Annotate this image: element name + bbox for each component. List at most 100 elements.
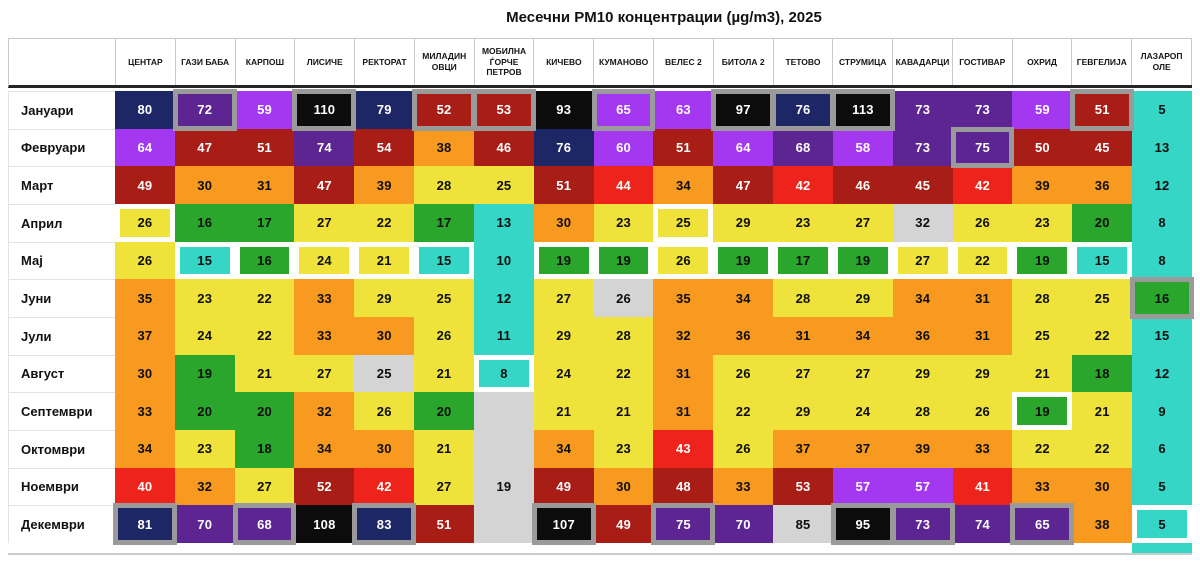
column-header: ЦЕНТАР xyxy=(116,39,176,85)
month-row: Декември 81 70 68 108 83 51 107 49 75 70 85 95 73 74 65… xyxy=(8,503,1192,545)
month-label: Јануари xyxy=(8,91,115,129)
heatmap-cell: 57 xyxy=(832,467,893,506)
heatmap-cell: 79 xyxy=(354,91,415,129)
heatmap-cell: 42 xyxy=(773,166,833,204)
heatmap-cell: 108 xyxy=(294,505,355,543)
heatmap-cell: 26 xyxy=(713,354,774,393)
heatmap-cell: 28 xyxy=(593,316,654,355)
column-header: СТРУМИЦА xyxy=(833,39,894,85)
heatmap-cell: 29 xyxy=(952,354,1013,393)
month-row: Март 49 30 31 47 39 28 25 51 44 34 47 42 46 45 42 39 36 12 xyxy=(8,166,1192,204)
heatmap-cell: 49 xyxy=(533,467,594,506)
heatmap-cell: 113 xyxy=(830,89,895,131)
heatmap-cell: 20 xyxy=(414,392,474,430)
heatmap-cell: 33 xyxy=(115,392,175,430)
footer-cell xyxy=(594,543,654,553)
month-label: Септември xyxy=(8,392,115,430)
heatmap-cell: 23 xyxy=(174,279,235,317)
month-label: Декември xyxy=(8,505,115,543)
heatmap-cell: 18 xyxy=(234,429,295,468)
bottom-divider xyxy=(8,552,1192,555)
heatmap-cell: 31 xyxy=(234,166,295,204)
footer-cell xyxy=(414,543,474,553)
heatmap-cell: 107 xyxy=(531,503,596,545)
heatmap-cell: 24 xyxy=(294,241,355,280)
heatmap-cell: 8 xyxy=(473,354,534,393)
heatmap-cell: 30 xyxy=(115,354,175,393)
heatmap-cell: 73 xyxy=(952,91,1013,129)
heatmap-cell: 21 xyxy=(1012,354,1073,393)
heatmap-cell: 51 xyxy=(653,128,714,167)
heatmap-cell: 19 xyxy=(1012,392,1073,430)
column-header: ВЕЛЕС 2 xyxy=(654,39,714,85)
heatmap-cell: 30 xyxy=(174,166,235,204)
heatmap-cell: 27 xyxy=(533,279,594,317)
heatmap-cell: 21 xyxy=(414,354,474,393)
heatmap-cell: 42 xyxy=(952,166,1013,204)
heatmap-cell: 59 xyxy=(234,91,295,129)
month-row: Јули 37 24 22 33 30 26 11 29 28 32 36 31 34 36 31 25 22 15 xyxy=(8,316,1192,355)
heatmap-cell: 16 xyxy=(234,241,295,280)
month-label: Мај xyxy=(8,241,115,280)
heatmap-cell xyxy=(473,505,534,543)
heatmap-cell: 33 xyxy=(294,316,355,355)
heatmap-cell: 23 xyxy=(773,203,833,242)
heatmap-cell: 29 xyxy=(713,203,774,242)
heatmap-cell: 21 xyxy=(354,241,415,280)
heatmap-cell: 20 xyxy=(174,392,235,430)
heatmap-cell: 40 xyxy=(115,467,175,506)
heatmap-cell: 21 xyxy=(1072,392,1133,430)
heatmap-cell: 15 xyxy=(174,241,235,280)
heatmap-cell: 15 xyxy=(414,241,474,280)
heatmap-cell: 74 xyxy=(952,505,1013,543)
heatmap-cell: 35 xyxy=(115,279,175,317)
heatmap-cell: 45 xyxy=(1072,128,1133,167)
heatmap-cell: 30 xyxy=(593,467,654,506)
heatmap-cell: 17 xyxy=(234,203,295,242)
column-header: КИЧЕВО xyxy=(534,39,595,85)
heatmap-cell: 36 xyxy=(892,316,953,355)
heatmap-cell: 22 xyxy=(713,392,774,430)
month-row: Ноември 40 32 27 52 42 27 19 49 30 48 33 53 57 57 41 33 3… xyxy=(8,467,1192,506)
heatmap-cell: 13 xyxy=(473,203,534,242)
heatmap-cell: 83 xyxy=(352,503,417,545)
heatmap-cell: 76 xyxy=(771,89,835,131)
heatmap-cell: 25 xyxy=(1072,279,1133,317)
month-label: Октомври xyxy=(8,429,115,468)
heatmap-cell: 53 xyxy=(471,89,536,131)
footer-cell xyxy=(953,543,1013,553)
heatmap-cell: 48 xyxy=(653,467,714,506)
heatmap-cell: 29 xyxy=(832,279,893,317)
heatmap-cell: 26 xyxy=(115,203,175,242)
heatmap-cell: 110 xyxy=(292,89,357,131)
column-header: БИТОЛА 2 xyxy=(714,39,774,85)
heatmap-cell: 73 xyxy=(892,91,953,129)
month-label: Февруари xyxy=(8,128,115,167)
heatmap-cell: 97 xyxy=(711,89,776,131)
heatmap-cell: 85 xyxy=(773,505,833,543)
column-header: МОБИЛНА ЃОРЧЕ ПЕТРОВ xyxy=(475,39,535,85)
heatmap-cell: 9 xyxy=(1132,392,1192,430)
heatmap-cell: 26 xyxy=(952,392,1013,430)
heatmap-cell: 27 xyxy=(294,354,355,393)
heatmap-cell: 30 xyxy=(354,429,415,468)
heatmap-cell: 27 xyxy=(892,241,953,280)
heatmap-cell: 75 xyxy=(950,126,1015,169)
heatmap-cell: 49 xyxy=(593,505,654,543)
heatmap-cell: 23 xyxy=(1012,203,1073,242)
heatmap-cell: 23 xyxy=(174,429,235,468)
heatmap-cell: 6 xyxy=(1132,429,1192,468)
heatmap-cell: 30 xyxy=(354,316,415,355)
heatmap-cell: 64 xyxy=(115,128,175,167)
heatmap-cell: 64 xyxy=(713,128,774,167)
heatmap-cell: 35 xyxy=(653,279,714,317)
month-row: Август 30 19 21 27 25 21 8 24 22 31 26 27 27 29 29 21 18 1… xyxy=(8,354,1192,393)
heatmap-cell: 34 xyxy=(653,166,714,204)
heatmap-cell: 57 xyxy=(892,467,953,506)
heatmap-cell: 21 xyxy=(234,354,295,393)
heatmap-cell: 5 xyxy=(1132,467,1192,506)
heatmap-cell: 39 xyxy=(354,166,415,204)
heatmap-cell: 26 xyxy=(653,241,714,280)
heatmap-cell: 27 xyxy=(832,354,893,393)
heatmap-cell: 73 xyxy=(890,503,955,545)
